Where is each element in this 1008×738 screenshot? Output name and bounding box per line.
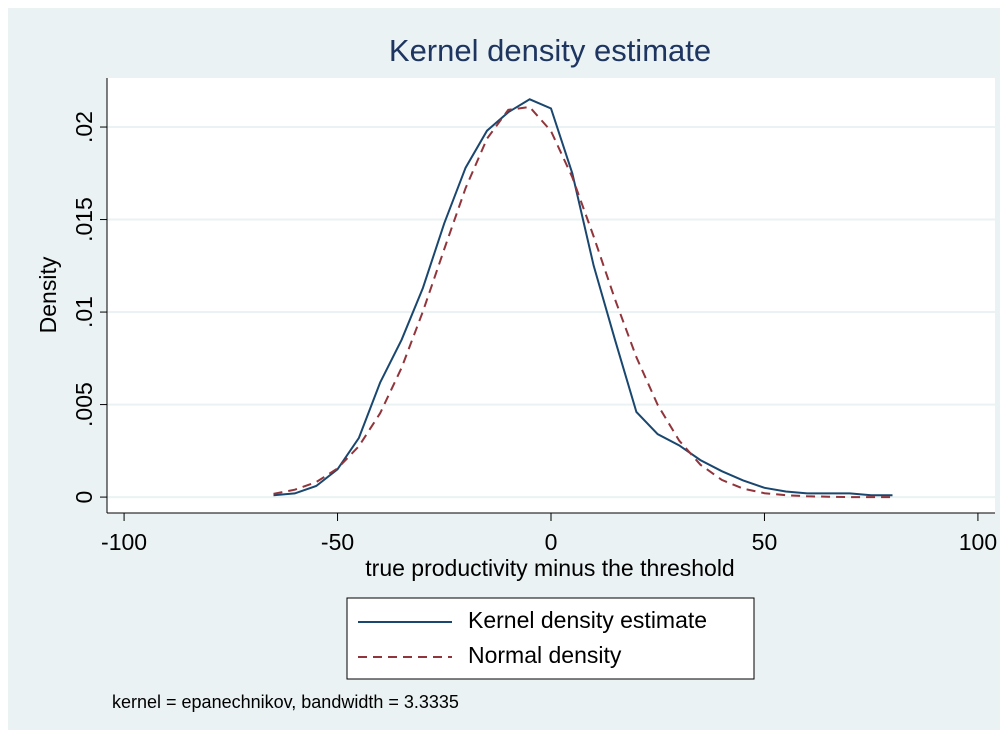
note: kernel = epanechnikov, bandwidth = 3.333… — [112, 692, 459, 712]
y-tick-label: 0 — [71, 491, 97, 504]
legend-label: Normal density — [468, 642, 622, 668]
x-tick-label: -100 — [101, 529, 147, 555]
y-tick-label: .015 — [71, 197, 97, 242]
y-tick-label: .01 — [71, 296, 97, 328]
x-tick-label: -50 — [321, 529, 354, 555]
y-tick-label: .02 — [71, 111, 97, 143]
x-tick-label: 50 — [752, 529, 778, 555]
x-axis-title: true productivity minus the threshold — [365, 555, 734, 581]
x-tick-label: 0 — [545, 529, 558, 555]
y-tick-label: .005 — [71, 382, 97, 427]
legend-box — [346, 597, 755, 680]
x-tick-label: 100 — [959, 529, 997, 555]
plot-area — [107, 78, 995, 513]
line-series — [273, 98, 893, 497]
legend-label: Kernel density estimate — [468, 607, 707, 633]
y-axis-title: Density — [35, 256, 61, 333]
line-series — [273, 105, 893, 499]
chart-title: Kernel density estimate — [389, 33, 711, 68]
